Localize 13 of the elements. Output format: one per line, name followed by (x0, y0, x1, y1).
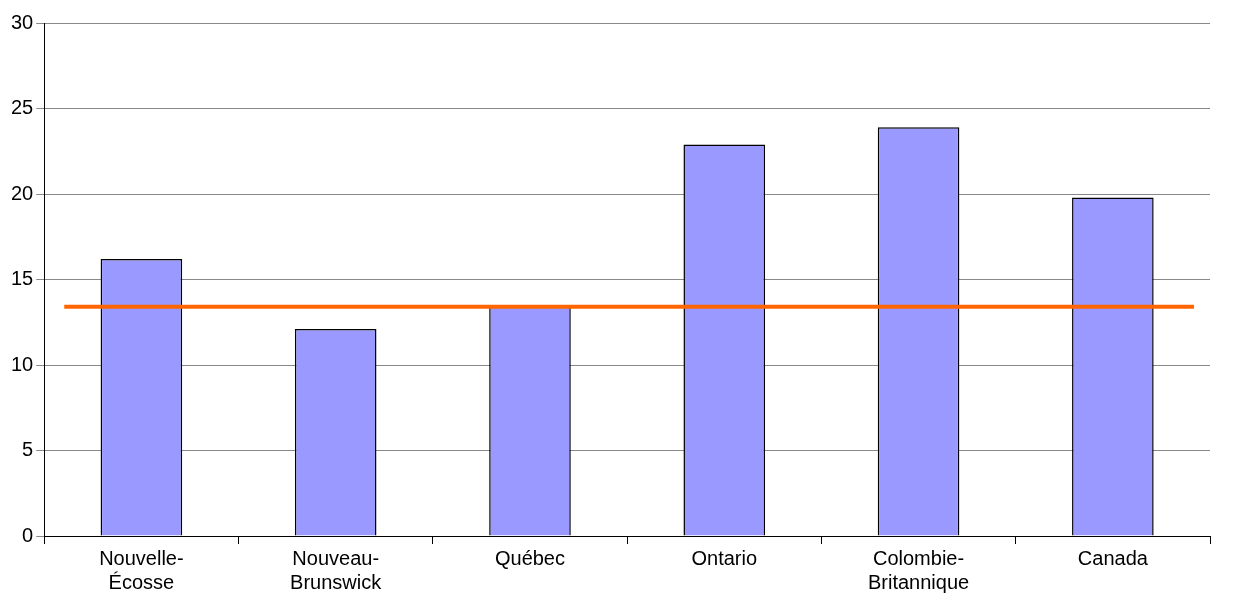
y-tick-label: 30 (11, 10, 34, 33)
x-tick-label: Canada (1077, 546, 1149, 569)
x-tick-label: Ontario (691, 546, 758, 569)
y-tick-label: 5 (22, 438, 34, 461)
y-tick-label: 15 (11, 267, 34, 290)
y-tick-label: 10 (11, 352, 34, 375)
x-tick-label: Nouveau-Brunswick (290, 546, 383, 593)
y-tick-label: 20 (11, 181, 34, 204)
x-tick-label: Québec (494, 546, 566, 569)
x-tick-label: Colombie-Britannique (867, 546, 970, 593)
y-tick-label: 25 (11, 96, 34, 119)
x-tick-label: Nouvelle-Écosse (99, 546, 184, 593)
y-tick-label: 0 (22, 523, 34, 546)
